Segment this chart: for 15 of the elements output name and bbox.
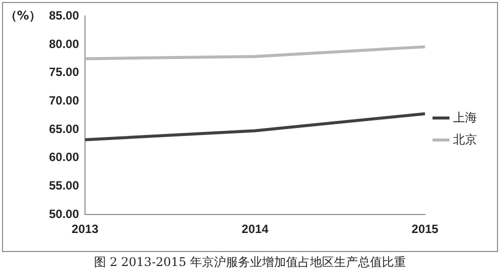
- x-tick-label: 2013: [72, 222, 99, 236]
- legend-label: 北京: [453, 132, 477, 146]
- text: 图 2 2013-2015 年京沪服务业增加值占地区生产总值比重: [92, 254, 408, 271]
- y-tick-label: 60.00: [49, 150, 80, 164]
- y-tick-label: 70.00: [49, 94, 80, 108]
- y-tick-label: 75.00: [49, 65, 80, 80]
- y-tick-label: 80.00: [49, 36, 80, 51]
- x-tick-label: 2014: [242, 222, 269, 236]
- y-tick-label: 65.00: [49, 122, 80, 136]
- x-tick-label: 2015: [412, 222, 439, 236]
- y-tick-label: 85.00: [49, 8, 80, 23]
- y-tick-label: 55.00: [49, 178, 80, 193]
- y-axis-title: （%）: [4, 8, 41, 22]
- y-tick-label: 50.00: [49, 206, 80, 221]
- legend-label: 上海: [453, 110, 477, 124]
